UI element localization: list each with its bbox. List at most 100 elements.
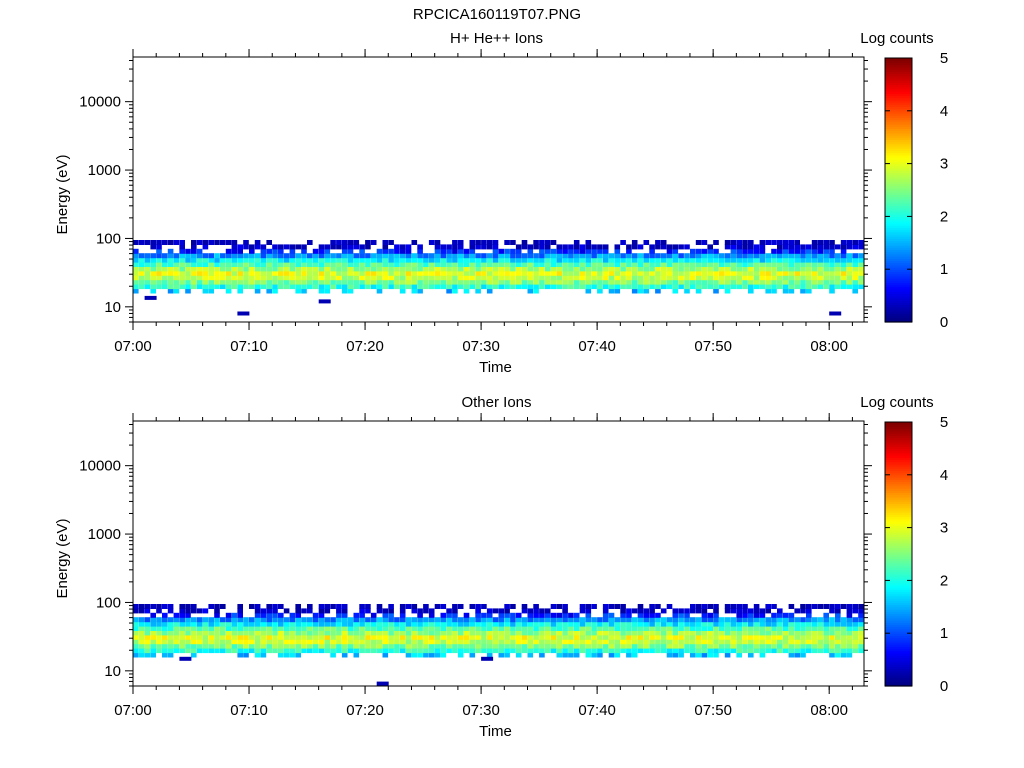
spectrogram-cell [411, 266, 418, 272]
spectrogram-cell [666, 648, 673, 654]
spectrogram-cell [231, 643, 238, 649]
spectrogram-cell [794, 253, 800, 259]
spectrogram-cell [782, 621, 789, 627]
spectrogram-cell [260, 279, 267, 285]
spectrogram-cell [307, 648, 313, 654]
y-tick-label: 10000 [79, 458, 121, 475]
spectrogram-cell [428, 257, 435, 263]
colorbar-gradient-step [885, 514, 912, 518]
spectrogram-cell [730, 253, 737, 259]
colorbar-gradient-step [885, 69, 912, 72]
spectrogram-cell [295, 639, 301, 645]
spectrogram-cell [231, 284, 238, 290]
spectrogram-cell [550, 284, 557, 290]
spectrogram-cell [330, 257, 336, 263]
spectrogram-cell [835, 244, 841, 250]
spectrogram-cell [631, 270, 638, 276]
spectrogram-cell [231, 257, 238, 263]
spectrogram-cell [748, 630, 754, 636]
spectrogram-cell [748, 279, 754, 285]
spectrogram-cell [806, 262, 812, 267]
spectrogram-cell [394, 621, 400, 627]
spectrogram-cell [318, 244, 325, 250]
colorbar-gradient-step [885, 463, 912, 467]
colorbar-gradient-step [885, 578, 912, 581]
spectrogram-cell [736, 248, 742, 254]
spectrogram-cell [162, 270, 168, 276]
spectrogram-cell [643, 612, 650, 618]
spectrogram-cell [295, 257, 301, 263]
spectrogram-cell [475, 257, 481, 263]
spectrogram-cell [655, 626, 661, 631]
spectrogram-cell [144, 621, 151, 627]
spectrogram-cell [347, 275, 354, 281]
spectrogram-cell [388, 604, 394, 609]
spectrogram-cell [394, 253, 400, 259]
spectrogram-cell [846, 608, 853, 614]
spectrogram-cell [620, 621, 626, 627]
spectrogram-cell [138, 648, 145, 654]
spectrogram-cell [614, 634, 621, 640]
spectrogram-cell [307, 634, 313, 640]
spectrogram-cell [817, 257, 824, 263]
spectrogram-cell [568, 643, 574, 649]
spectrogram-cell [463, 275, 470, 281]
colorbar-gradient-step [885, 80, 912, 83]
x-axis-label: Time [479, 723, 512, 740]
spectrogram-cell [452, 288, 458, 294]
spectrogram-cell [289, 626, 296, 631]
spectrogram-cell [318, 262, 325, 267]
spectrogram-cell [591, 617, 597, 623]
spectrogram-cell [185, 257, 191, 263]
spectrogram-cell [666, 604, 673, 609]
spectrogram-cell [162, 253, 168, 259]
spectrogram-cell [759, 617, 766, 623]
spectrogram-cell [434, 617, 441, 623]
spectrogram-cell [660, 253, 667, 259]
colorbar-gradient-step [885, 549, 912, 553]
spectrogram-cell [266, 630, 272, 636]
spectrogram-cell [643, 639, 650, 645]
spectrogram-cell [457, 626, 464, 631]
spectrogram-cell [202, 608, 209, 614]
spectrogram-cell [521, 621, 528, 627]
spectrogram-cell [666, 275, 673, 281]
colorbar-gradient-step [885, 670, 912, 674]
spectrogram-cell [214, 626, 220, 631]
spectrogram-cell [359, 621, 365, 627]
spectrogram-cell [225, 266, 232, 272]
spectrogram-cell [353, 617, 360, 623]
spectrogram-cell [162, 626, 168, 631]
spectrogram-cell [672, 257, 679, 263]
spectrogram-cell [759, 248, 766, 254]
colorbar-gradient-step [885, 203, 912, 206]
spectrogram-cell [544, 240, 551, 245]
spectrogram-cell [463, 253, 470, 259]
spectrogram-cell [295, 643, 301, 649]
spectrogram-cell [341, 643, 348, 649]
spectrogram-cell [289, 643, 296, 649]
colorbar-gradient-step [885, 450, 912, 454]
spectrogram-cell [423, 279, 429, 285]
spectrogram-cell [678, 639, 684, 645]
spectrogram-cell [254, 257, 261, 263]
spectrogram-cell [237, 652, 243, 658]
colorbar-gradient-step [885, 262, 912, 266]
spectrogram-cell [231, 639, 238, 645]
spectrogram-cell [602, 266, 609, 272]
spectrogram-cell [278, 634, 284, 640]
spectrogram-cell [133, 621, 139, 627]
spectrogram-cell [162, 639, 168, 645]
spectrogram-cell [626, 257, 632, 263]
spectrogram-cell [742, 253, 748, 259]
colorbar-tick-label: 0 [940, 314, 948, 331]
spectrogram-cell [782, 288, 789, 294]
spectrogram-cell [655, 617, 661, 623]
spectrogram-cell [341, 621, 348, 627]
spectrogram-cell [602, 253, 609, 259]
spectrogram-cell [411, 288, 418, 294]
spectrogram-cell [214, 643, 220, 649]
spectrogram-cell [597, 257, 603, 263]
spectrogram-cell [695, 275, 702, 281]
y-tick-label: 1000 [88, 526, 121, 543]
